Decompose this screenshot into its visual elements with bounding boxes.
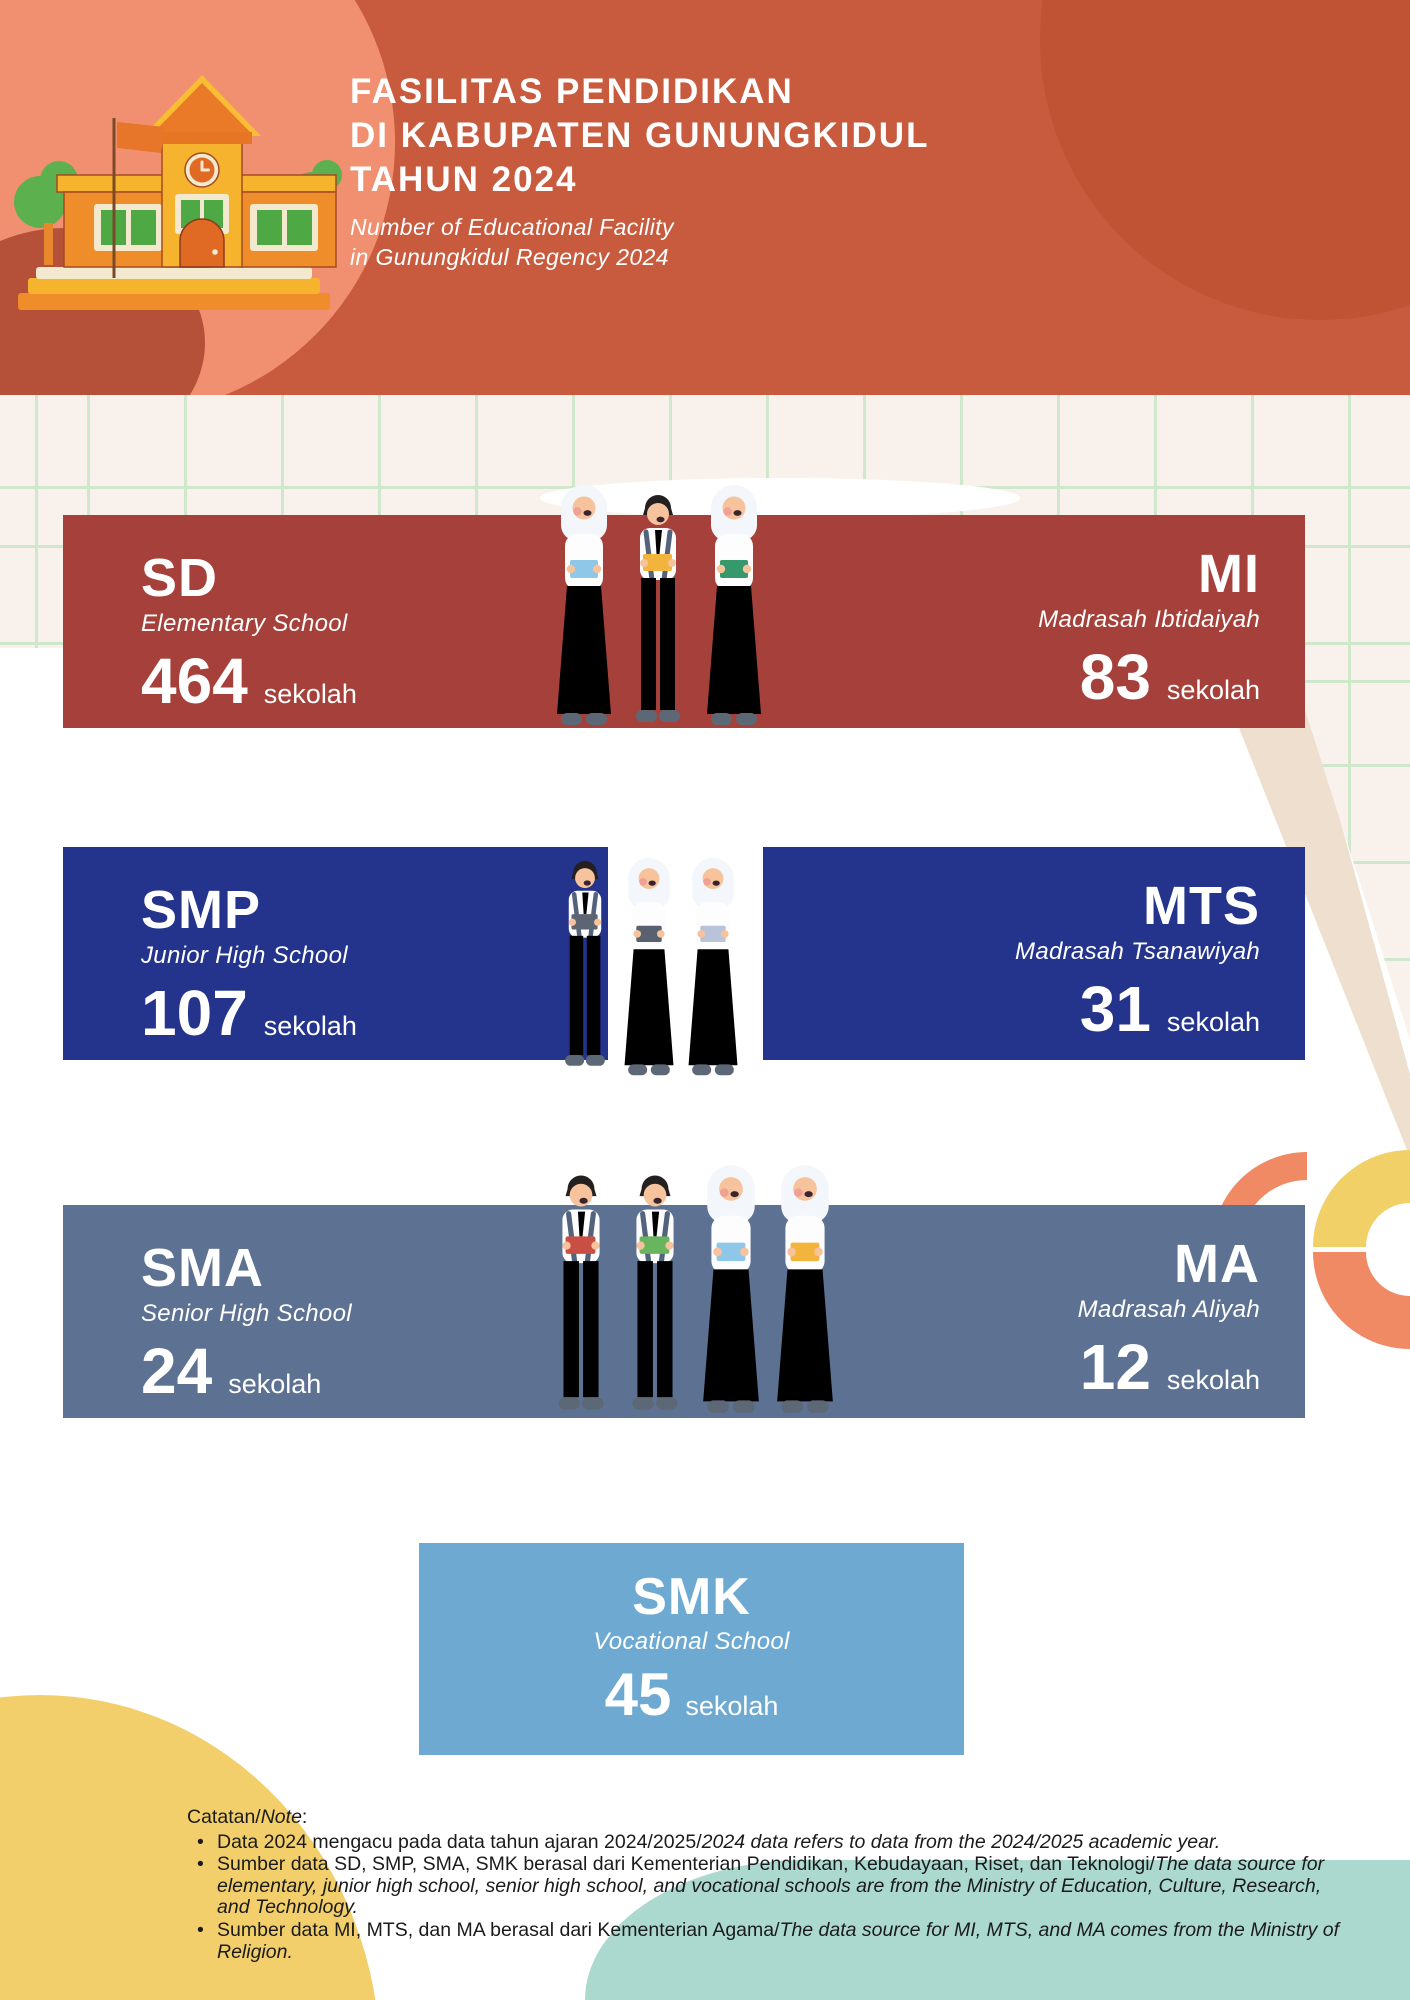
smp-name: Junior High School [141,942,348,969]
page-title: FASILITAS PENDIDIKAN DI KABUPATEN GUNUNG… [350,70,929,202]
sma-ma-band: SMA Senior High School 24 sekolah MA Mad… [63,1205,1305,1418]
junior-high-students-illustration [556,857,738,1076]
bullet-dot: • [197,1830,204,1853]
ma-unit: sekolah [1166,1365,1260,1395]
smk-unit: sekolah [685,1691,779,1721]
mi-unit: sekolah [1166,675,1260,705]
sma-name: Senior High School [141,1300,352,1327]
header-text-block: FASILITAS PENDIDIKAN DI KABUPATEN GUNUNG… [350,70,929,272]
title-line-1: FASILITAS PENDIDIKAN [350,72,794,111]
sma-unit: sekolah [228,1369,322,1399]
title-line-2: DI KABUPATEN GUNUNGKIDUL [350,116,930,155]
ma-count: 12 [1079,1331,1151,1403]
sma-abbr: SMA [141,1238,264,1298]
header: FASILITAS PENDIDIKAN DI KABUPATEN GUNUNG… [0,0,1410,395]
smk-count: 45 [604,1661,672,1728]
smk-name: Vocational School [593,1628,790,1655]
sd-count: 464 [141,645,248,717]
subtitle-line-2: in Gunungkidul Regency 2024 [350,244,669,270]
mts-name: Madrasah Tsanawiyah [1015,938,1260,965]
torn-paper-edge [540,478,1020,518]
smk-abbr: SMK [632,1568,751,1626]
mi-abbr: MI [1198,544,1260,604]
mi-count: 83 [1079,641,1151,713]
mts-abbr: MTS [1143,876,1260,936]
ma-stat: MA Madrasah Aliyah 12 sekolah [1078,1235,1260,1399]
sd-stat: SD Elementary School 464 sekolah [141,549,357,713]
senior-high-students-illustration [548,1165,833,1413]
mi-stat: MI Madrasah Ibtidaiyah 83 sekolah [1038,545,1260,709]
subtitle-line-1: Number of Educational Facility [350,214,674,240]
mts-unit: sekolah [1166,1007,1260,1037]
header-corner-shape [1040,0,1410,320]
teal-shape-decoration [585,1860,1410,2000]
sd-name: Elementary School [141,610,348,637]
mts-band: MTS Madrasah Tsanawiyah 31 sekolah [763,847,1305,1060]
smp-band: SMP Junior High School 107 sekolah [63,847,608,1060]
title-line-3: TAHUN 2024 [350,160,578,199]
smp-abbr: SMP [141,880,262,940]
school-building-illustration [14,75,342,310]
elementary-students-illustration [557,485,761,725]
mts-stat: MTS Madrasah Tsanawiyah 31 sekolah [1015,877,1260,1041]
mts-count: 31 [1079,973,1151,1045]
page-subtitle: Number of Educational Facility in Gunung… [350,212,929,272]
mi-name: Madrasah Ibtidaiyah [1038,606,1260,633]
notes-heading: Catatan/Note: [187,1806,308,1828]
sma-stat: SMA Senior High School 24 sekolah [141,1239,352,1403]
note-bullet-3: • Sumber data MI, MTS, dan MA berasal da… [187,1918,1355,1963]
sma-count: 24 [141,1335,213,1407]
bullet-dot: • [197,1918,204,1941]
smp-count: 107 [141,977,248,1049]
note-bullet-2: • Sumber data SD, SMP, SMA, SMK berasal … [187,1853,1355,1919]
smp-unit: sekolah [263,1011,357,1041]
bullet-dot: • [197,1853,204,1876]
smp-stat: SMP Junior High School 107 sekolah [141,881,357,1045]
notes-section: Catatan/Note: • Data 2024 mengacu pada d… [187,1806,1355,1963]
ma-abbr: MA [1174,1234,1260,1294]
sd-abbr: SD [141,548,219,608]
sd-mi-band: SD Elementary School 464 sekolah MI Madr… [63,515,1305,728]
ma-name: Madrasah Aliyah [1077,1296,1260,1323]
note-bullet-1: • Data 2024 mengacu pada data tahun ajar… [187,1830,1355,1854]
sd-unit: sekolah [263,679,357,709]
smk-band: SMK Vocational School 45 sekolah [419,1543,964,1755]
